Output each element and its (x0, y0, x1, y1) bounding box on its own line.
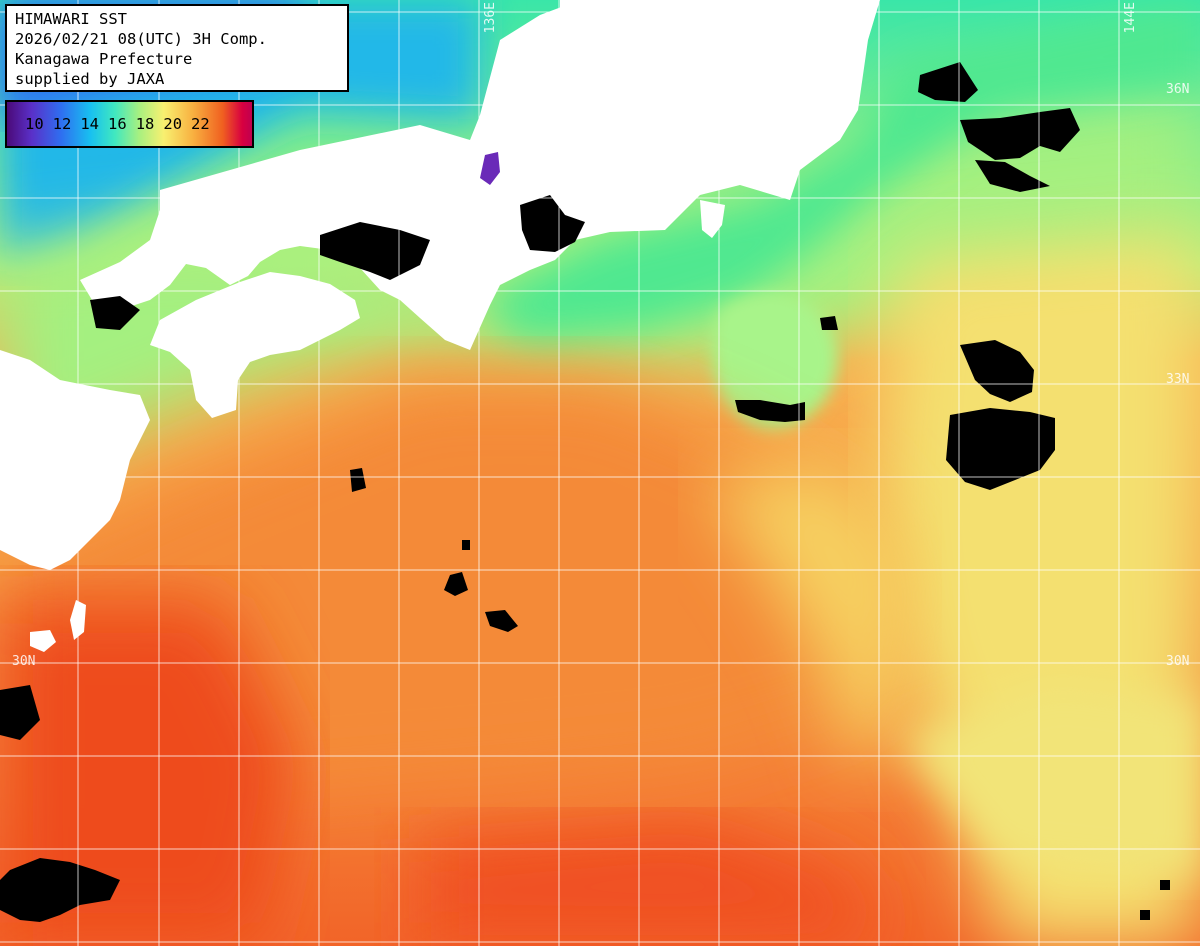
cloud-speck-1 (462, 540, 470, 550)
cloud-osaka (320, 222, 430, 280)
eddy-cool-ring (712, 293, 838, 432)
shikoku (150, 272, 360, 418)
cloud-speck-5 (0, 685, 40, 740)
cloud-eddy (735, 400, 805, 422)
legend-tick: 20 (163, 115, 183, 133)
cold-spot (480, 152, 500, 185)
cloud-southwest (0, 858, 120, 922)
grid-label-33n: 33N (1166, 372, 1190, 387)
caption-box: HIMAWARI SST 2026/02/21 08(UTC) 3H Comp.… (5, 4, 349, 92)
cloud-east-mid (960, 340, 1034, 402)
cloud-ne-1 (918, 62, 978, 102)
legend-tick: 18 (135, 115, 155, 133)
green-coastal-water (480, 0, 1200, 340)
grid-label-36n: 36N (1166, 82, 1190, 97)
cloud-ne-2 (960, 108, 1080, 160)
warm-south (420, 820, 880, 946)
cloud-east-lower (946, 408, 1055, 490)
cloud-ne-3 (975, 160, 1050, 192)
caption-region: Kanagawa Prefecture (15, 50, 193, 68)
caption-credit: supplied by JAXA (15, 70, 165, 88)
grid-label-30n-left: 30N (12, 654, 36, 669)
legend-tick: 12 (52, 115, 72, 133)
yellow-streak (700, 460, 920, 780)
legend-color-ramp (7, 102, 252, 146)
grid-label-30n-right: 30N (1166, 654, 1190, 669)
legend-tick: 14 (80, 115, 100, 133)
cloud-speck-7 (820, 316, 838, 330)
cloud-south-mid (485, 610, 518, 632)
cloud-speck-6 (350, 468, 366, 492)
kyushu (0, 350, 150, 570)
honshu-main (80, 0, 880, 350)
cloud-seto-west (90, 296, 140, 330)
warm-south-west (0, 600, 300, 946)
cloud-speck-2 (444, 572, 468, 596)
grid-label-136e: 136E (483, 2, 498, 34)
yellow-south-east (900, 680, 1200, 880)
temperature-legend: 10 12 14 16 18 20 22 (5, 100, 254, 148)
cloud-mask (0, 62, 1170, 922)
honshu-north-tip (560, 0, 600, 28)
legend-tick: 16 (108, 115, 127, 133)
cloud-speck-3 (1160, 880, 1170, 890)
legend-ticks: 10 12 14 16 18 20 22 (7, 102, 252, 146)
legend-tick: 22 (191, 115, 210, 133)
yakushima (30, 630, 56, 652)
cloud-kii (520, 195, 585, 252)
cloud-speck-4 (1140, 910, 1150, 920)
caption-title: HIMAWARI SST (15, 10, 127, 28)
grid-label-144e: 144E (1123, 2, 1138, 34)
land (0, 0, 880, 652)
legend-tick: 10 (25, 115, 44, 133)
caption-datetime: 2026/02/21 08(UTC) 3H Comp. (15, 30, 267, 48)
